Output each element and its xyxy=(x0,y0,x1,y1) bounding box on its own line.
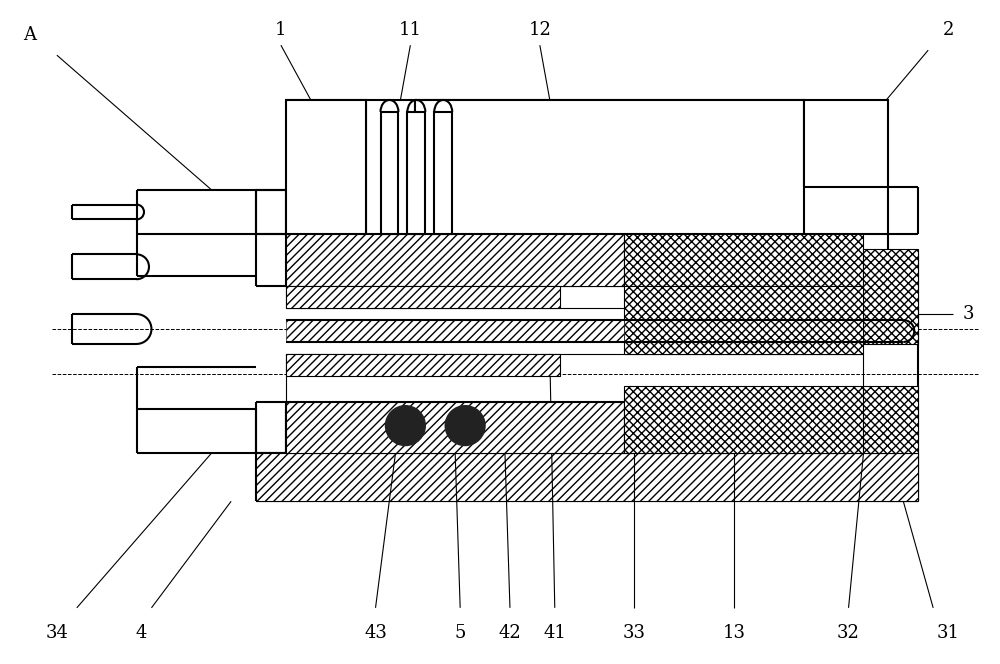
Text: 31: 31 xyxy=(937,623,960,641)
Text: 3: 3 xyxy=(962,305,974,323)
Text: 4: 4 xyxy=(136,623,147,641)
Text: 42: 42 xyxy=(499,623,521,641)
Text: 32: 32 xyxy=(837,623,860,641)
Bar xyxy=(286,402,624,454)
Text: 5: 5 xyxy=(454,623,466,641)
Bar xyxy=(434,112,452,234)
Bar xyxy=(863,250,918,344)
Text: 33: 33 xyxy=(623,623,646,641)
Bar xyxy=(256,454,918,501)
Bar xyxy=(286,100,366,234)
Bar xyxy=(804,100,888,187)
Bar xyxy=(381,112,398,234)
Circle shape xyxy=(445,406,485,446)
Text: 1: 1 xyxy=(275,21,287,39)
Text: 43: 43 xyxy=(364,623,387,641)
Text: 12: 12 xyxy=(528,21,551,39)
Text: 41: 41 xyxy=(543,623,566,641)
Bar xyxy=(286,354,560,376)
Text: A: A xyxy=(23,27,36,44)
Text: 13: 13 xyxy=(723,623,746,641)
Bar xyxy=(624,386,863,454)
Bar xyxy=(624,234,863,286)
Text: 2: 2 xyxy=(942,21,954,39)
Bar xyxy=(407,112,425,234)
Text: 11: 11 xyxy=(399,21,422,39)
Bar xyxy=(415,100,804,234)
Bar xyxy=(624,286,863,354)
Bar xyxy=(286,234,624,286)
Text: 34: 34 xyxy=(45,623,68,641)
Bar xyxy=(863,386,918,454)
Bar xyxy=(286,320,624,342)
Bar xyxy=(286,286,560,308)
Circle shape xyxy=(385,406,425,446)
